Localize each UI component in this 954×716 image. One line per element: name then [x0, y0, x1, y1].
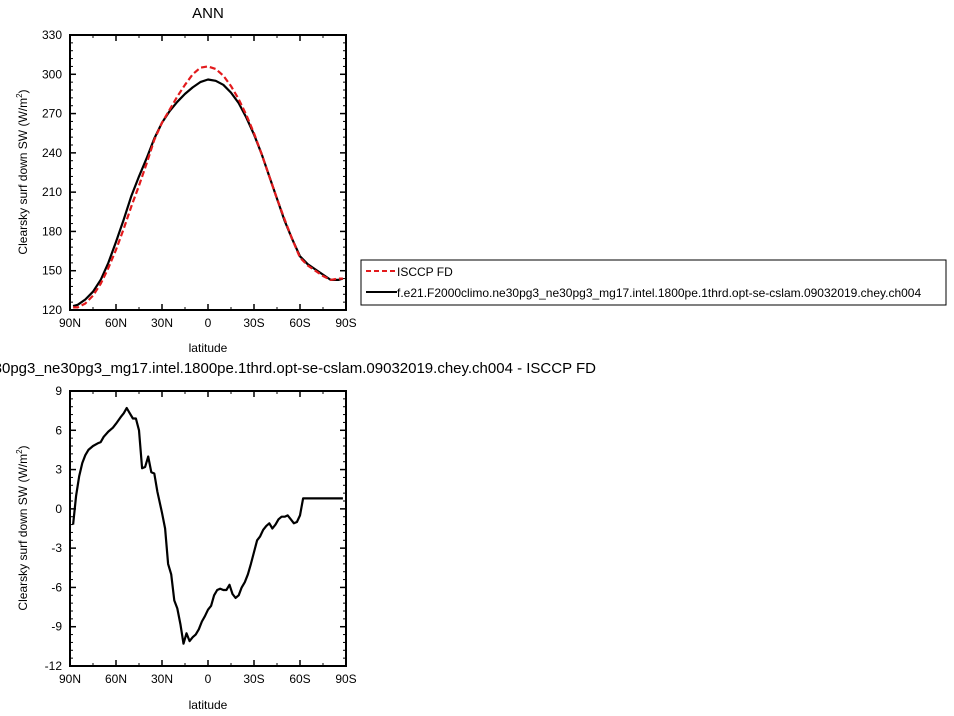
bottom-x-axis-label: latitude: [189, 698, 228, 712]
y-tick-label: 300: [42, 67, 62, 81]
legend: ISCCP FD f.e21.F2000climo.ne30pg3_ne30pg…: [360, 259, 947, 306]
x-tick-label: 90S: [335, 316, 356, 330]
bottom-panel: f.e21.F2000climo.ne30pg3_ne30pg3_mg17.in…: [0, 360, 596, 712]
x-tick-label: 90S: [335, 672, 356, 686]
x-tick-label: 30N: [151, 672, 173, 686]
y-tick-label: 9: [55, 384, 62, 398]
legend-label-isccp: ISCCP FD: [397, 265, 453, 279]
top-chart-title: ANN: [192, 5, 224, 22]
y-tick-label: 150: [42, 264, 62, 278]
x-tick-label: 90N: [59, 672, 81, 686]
top-y-axis-label: Clearsky surf down SW (W/m2): [15, 89, 30, 254]
bottom-ticks: 90N 60N 30N 0 30S 60S 90S -12 -9 -6 -3 0 3 6 9: [45, 384, 357, 686]
bottom-plot-frame: [69, 390, 347, 667]
y-tick-label: 330: [42, 28, 62, 42]
y-tick-label: 3: [55, 463, 62, 477]
x-tick-label: 0: [205, 672, 212, 686]
y-tick-label: 6: [55, 423, 62, 437]
legend-label-model: f.e21.F2000climo.ne30pg3_ne30pg3_mg17.in…: [397, 286, 921, 300]
x-tick-label: 30S: [243, 672, 264, 686]
top-x-axis-label: latitude: [189, 341, 228, 355]
bottom-series: [72, 406, 343, 645]
top-ticks: 90N 60N 30N 0 30S 60S 90S 120 150 180 210 240 270 300…: [42, 28, 357, 330]
bottom-y-axis-label: Clearsky surf down SW (W/m2): [15, 445, 30, 610]
x-tick-label: 60N: [105, 316, 127, 330]
series-line-model: [72, 406, 343, 645]
y-tick-label: 270: [42, 107, 62, 121]
y-tick-label: 0: [55, 502, 62, 516]
x-tick-label: 90N: [59, 316, 81, 330]
x-tick-label: 30S: [243, 316, 264, 330]
top-series: [72, 65, 344, 309]
y-tick-label: -9: [51, 620, 62, 634]
x-tick-label: 30N: [151, 316, 173, 330]
series-line-model: [72, 78, 344, 308]
y-tick-label: 210: [42, 185, 62, 199]
x-tick-label: 60N: [105, 672, 127, 686]
y-tick-label: 120: [42, 303, 62, 317]
y-tick-label: 180: [42, 224, 62, 238]
y-tick-label: -6: [51, 580, 62, 594]
series-line-isccp: [73, 65, 343, 309]
x-tick-label: 60S: [289, 672, 310, 686]
y-tick-label: 240: [42, 146, 62, 160]
legend-box: [360, 259, 947, 306]
x-tick-label: 60S: [289, 316, 310, 330]
y-tick-label: -3: [51, 541, 62, 555]
x-tick-label: 0: [205, 316, 212, 330]
top-plot-frame: [69, 34, 347, 311]
bottom-chart-title: f.e21.F2000climo.ne30pg3_ne30pg3_mg17.in…: [0, 360, 596, 377]
top-panel: ANN 90N 60N 30N 0 30S 60S 90S 120 150 180 210 240 27…: [15, 5, 357, 355]
y-tick-label: -12: [45, 659, 63, 673]
